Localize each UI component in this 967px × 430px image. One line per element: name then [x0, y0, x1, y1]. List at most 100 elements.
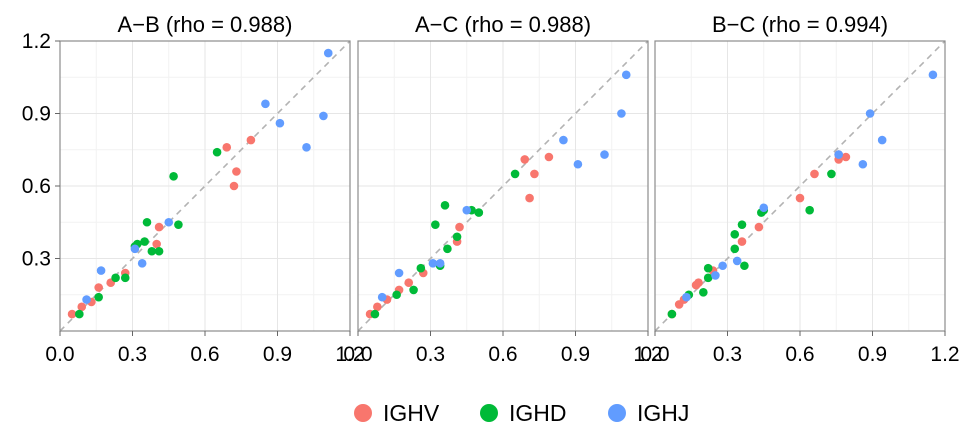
data-point-ighj [617, 109, 626, 118]
data-point-ighv [530, 169, 539, 179]
data-point-ighj [858, 159, 868, 169]
data-point-ighj [96, 266, 106, 275]
data-point-ighj [759, 203, 769, 213]
x-tick-label: 0.9 [263, 343, 292, 366]
legend-label-ighd: IGHD [509, 400, 567, 426]
data-point-ighj [682, 292, 691, 302]
data-point-ighj [275, 118, 285, 128]
x-tick-label: 0.3 [416, 343, 445, 366]
data-point-ighd [147, 246, 157, 256]
data-point-ighd [827, 169, 836, 179]
data-point-ighv [373, 302, 382, 312]
data-point-ighd [212, 147, 222, 157]
data-point-ighj [462, 205, 472, 215]
data-point-ighv [94, 283, 103, 292]
x-tick-label: 0.0 [640, 343, 669, 366]
data-point-ighv [525, 193, 534, 203]
data-point-ighv [152, 239, 161, 249]
data-point-ighd [805, 205, 814, 215]
data-point-ighj [877, 135, 887, 145]
data-point-ighj [732, 256, 742, 266]
data-point-ighj [377, 292, 387, 302]
legend-key-ighv [354, 404, 372, 422]
data-point-ighj [718, 261, 727, 271]
data-point-ighj [394, 268, 404, 278]
panel-title: A−B (rho = 0.988) [118, 12, 293, 37]
data-point-ighd [474, 208, 484, 217]
data-point-ighd [409, 285, 418, 295]
data-point-ighj [559, 135, 568, 145]
data-point-ighv [154, 222, 164, 232]
data-point-ighj [82, 295, 91, 304]
data-point-ighd [703, 263, 713, 273]
data-point-ighj [164, 217, 174, 227]
data-point-ighd [142, 217, 152, 227]
legend-label-ighj: IGHJ [637, 400, 689, 426]
data-point-ighd [440, 201, 450, 210]
data-point-ighd [510, 169, 520, 179]
data-point-ighj [600, 150, 609, 159]
data-point-ighd [75, 309, 84, 319]
data-point-ighv [229, 181, 239, 191]
data-point-ighj [319, 111, 328, 121]
data-point-ighj [302, 143, 311, 152]
data-point-ighv [841, 152, 851, 162]
data-point-ighj [834, 150, 843, 159]
data-point-ighv [404, 278, 414, 287]
x-tick-label: 0.0 [343, 343, 372, 366]
data-point-ighj [621, 70, 631, 80]
legend-key-ighd [480, 404, 498, 422]
data-point-ighv [544, 152, 554, 162]
data-point-ighj [711, 271, 720, 280]
data-point-ighd [730, 244, 740, 254]
data-point-ighd [94, 292, 103, 302]
data-point-ighv [455, 222, 464, 232]
data-point-ighd [169, 172, 178, 181]
panel-title: B−C (rho = 0.994) [712, 12, 888, 37]
data-point-ighv [694, 278, 703, 287]
data-point-ighd [154, 246, 164, 256]
data-point-ighd [703, 273, 713, 283]
data-point-ighv [795, 193, 805, 203]
x-tick-label: 0.6 [488, 343, 517, 366]
data-point-ighv [222, 143, 232, 152]
x-tick-label: 0.6 [785, 343, 814, 366]
data-point-ighv [67, 309, 77, 319]
legend-key-ighj [608, 404, 626, 422]
x-tick-label: 0.6 [190, 343, 219, 366]
data-point-ighj [428, 259, 438, 268]
x-tick-label: 0.3 [713, 343, 742, 366]
data-point-ighd [120, 273, 130, 283]
data-point-ighv [754, 222, 764, 232]
data-point-ighj [865, 109, 875, 118]
data-point-ighd [140, 237, 149, 246]
data-point-ighv [232, 167, 241, 176]
data-point-ighv [246, 135, 256, 145]
data-point-ighd [730, 230, 740, 239]
y-tick-label: 1.2 [22, 30, 51, 53]
y-tick-label: 0.9 [22, 103, 51, 126]
data-point-ighd [392, 290, 401, 300]
data-point-ighj [323, 48, 333, 58]
x-tick-label: 0.9 [858, 343, 887, 366]
data-point-ighd [699, 288, 708, 297]
data-point-ighv [810, 169, 819, 179]
x-tick-label: 1.2 [335, 343, 364, 366]
data-point-ighd [737, 220, 747, 229]
data-point-ighd [667, 309, 677, 319]
data-point-ighd [111, 273, 120, 283]
x-tick-label: 1.2 [930, 343, 959, 366]
data-point-ighd [174, 220, 183, 229]
panel-title: A−C (rho = 0.988) [415, 12, 591, 37]
legend-label-ighv: IGHV [383, 400, 440, 426]
x-tick-label: 0.3 [118, 343, 147, 366]
data-point-ighj [573, 159, 583, 169]
data-point-ighd [416, 263, 426, 273]
data-point-ighj [137, 259, 147, 268]
identity-reference-line [654, 40, 946, 332]
data-point-ighj [261, 99, 270, 109]
y-tick-label: 0.6 [22, 175, 51, 198]
data-point-ighd [740, 261, 749, 271]
